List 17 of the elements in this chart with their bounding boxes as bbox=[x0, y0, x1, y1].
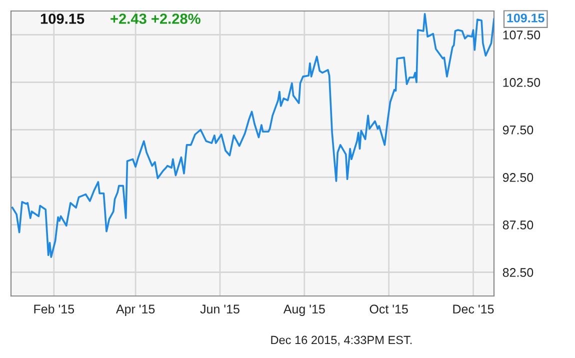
x-tick-label: Aug '15 bbox=[283, 304, 325, 316]
line-series bbox=[11, 12, 494, 258]
chart-subtitle: +2.43 +2.28% bbox=[110, 14, 200, 24]
y-tick-label: 97.50 bbox=[502, 126, 534, 134]
y-tick-label: 92.50 bbox=[502, 173, 534, 182]
y-tick-label: 102.50 bbox=[503, 78, 540, 87]
x-tick-label: Feb '15 bbox=[34, 304, 74, 314]
text: Dec 16 2015, 4:33PM EST. bbox=[271, 336, 412, 346]
x-tick-label: Jun '15 bbox=[200, 304, 240, 314]
y-tick-label: 87.50 bbox=[502, 220, 534, 230]
annotation: 109.15 bbox=[507, 14, 544, 22]
y-tick-label: 107.50 bbox=[503, 30, 540, 40]
x-tick-label: Apr '15 bbox=[116, 304, 155, 316]
chart-title: 109.15 bbox=[40, 14, 84, 24]
x-tick-label: Dec '15 bbox=[453, 304, 494, 314]
x-tick-label: Oct '15 bbox=[370, 304, 408, 314]
y-tick-label: 82.50 bbox=[502, 268, 534, 277]
